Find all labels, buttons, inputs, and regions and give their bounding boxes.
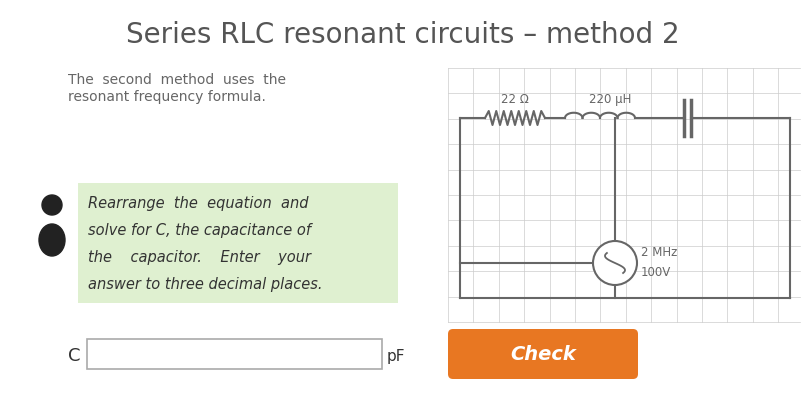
Bar bbox=[87, 339, 382, 369]
Text: Check: Check bbox=[510, 344, 576, 364]
Circle shape bbox=[42, 195, 62, 215]
Text: The  second  method  uses  the: The second method uses the bbox=[68, 73, 286, 87]
Text: 22 Ω: 22 Ω bbox=[501, 93, 529, 106]
Text: answer to three decimal places.: answer to three decimal places. bbox=[88, 277, 322, 292]
Text: Series RLC resonant circuits – method 2: Series RLC resonant circuits – method 2 bbox=[127, 21, 679, 49]
Text: solve for C, the capacitance of: solve for C, the capacitance of bbox=[88, 223, 311, 238]
Text: resonant frequency formula.: resonant frequency formula. bbox=[68, 90, 266, 104]
Text: C: C bbox=[68, 347, 81, 365]
Ellipse shape bbox=[39, 224, 65, 256]
FancyBboxPatch shape bbox=[78, 183, 398, 303]
Text: 100V: 100V bbox=[641, 266, 671, 279]
Text: the    capacitor.    Enter    your: the capacitor. Enter your bbox=[88, 250, 311, 265]
Text: 2 MHz: 2 MHz bbox=[641, 247, 677, 260]
Circle shape bbox=[593, 241, 637, 285]
Text: 220 μH: 220 μH bbox=[589, 93, 631, 106]
Text: Rearrange  the  equation  and: Rearrange the equation and bbox=[88, 196, 309, 211]
FancyBboxPatch shape bbox=[448, 329, 638, 379]
Text: pF: pF bbox=[387, 349, 405, 364]
